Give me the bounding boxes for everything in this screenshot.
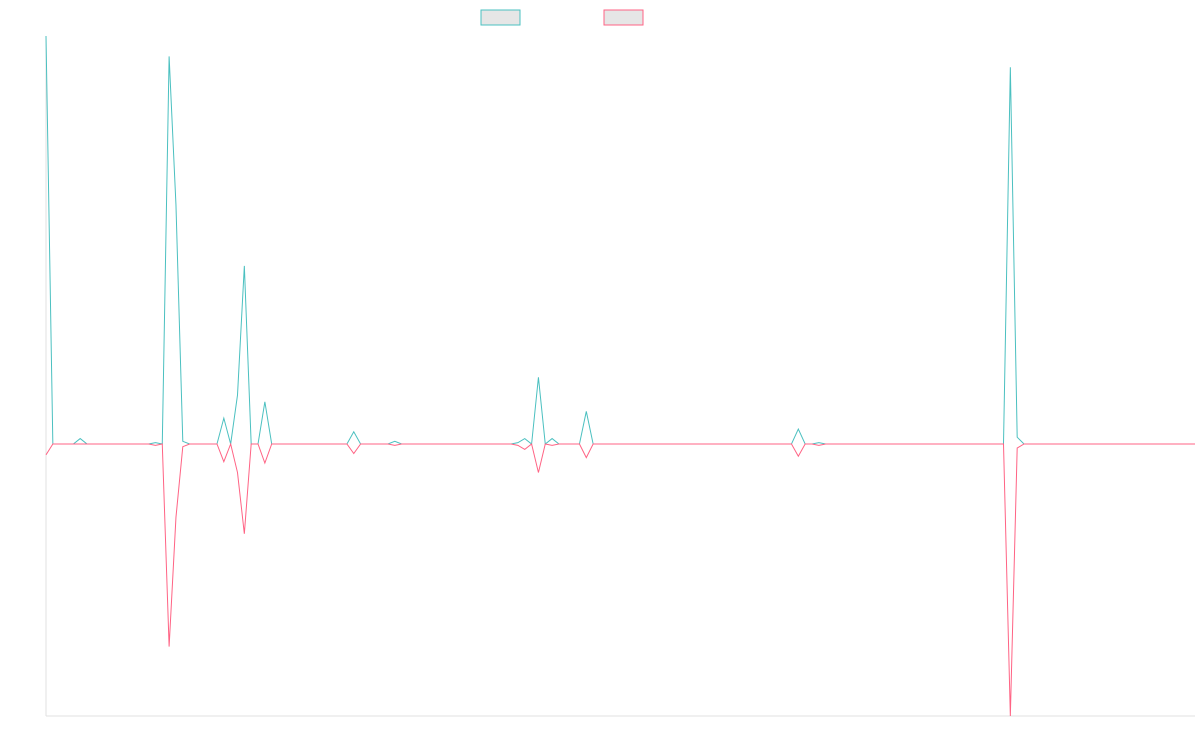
legend-swatch[interactable] xyxy=(603,9,644,26)
line-series xyxy=(45,35,1195,445)
legend-swatch[interactable] xyxy=(480,9,521,26)
line-series xyxy=(45,442,1195,717)
